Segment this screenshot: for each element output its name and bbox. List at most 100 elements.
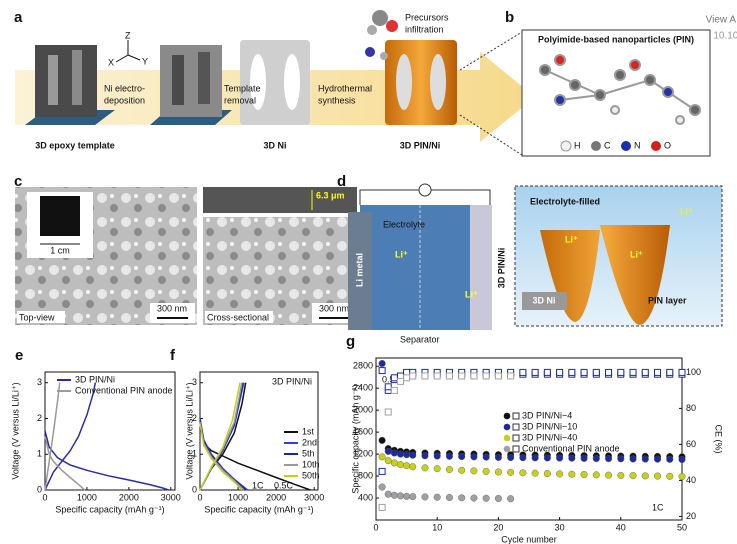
- axis-label: Z: [125, 30, 131, 40]
- capacity-marker: [482, 467, 490, 475]
- chart-title: 3D PIN/Ni: [272, 376, 312, 386]
- y2-tick-label: 40: [686, 475, 696, 485]
- ce-marker: [568, 368, 576, 376]
- atom-name: N: [634, 140, 641, 150]
- x-tick-label: 3000: [161, 492, 181, 502]
- capacity-marker: [519, 469, 527, 477]
- pin-structures: [540, 225, 670, 325]
- ce-marker: [378, 503, 386, 511]
- legend-label: 50th: [302, 470, 320, 480]
- step-label: synthesis: [318, 95, 356, 105]
- y2-axis-label: CE (%): [714, 425, 724, 454]
- label-box: [522, 292, 567, 310]
- legend-label: 2nd: [302, 437, 317, 447]
- legend-swatch: [503, 434, 511, 442]
- atom-key: [591, 141, 601, 151]
- x-tick-label: 0: [373, 522, 378, 532]
- y-tick-label: 2: [192, 413, 197, 423]
- y2-tick-label: 20: [686, 511, 696, 521]
- ce-marker: [470, 372, 478, 380]
- capacity-marker: [482, 494, 490, 502]
- legend-swatch: [512, 434, 520, 442]
- li-ion: Li⁺: [630, 249, 643, 259]
- legend-swatch: [512, 412, 520, 420]
- atom-key: [651, 141, 661, 151]
- ce-marker: [433, 372, 441, 380]
- capacity-marker: [433, 465, 441, 473]
- capacity-marker: [421, 464, 429, 472]
- panel-label: d: [337, 173, 346, 190]
- annotation: 1C: [252, 480, 264, 490]
- electrode-label: 3D PIN/Ni: [496, 248, 506, 289]
- legend-label: 3D PIN/Ni: [75, 374, 115, 384]
- panel-label: b: [505, 9, 514, 26]
- step-label: Ni electro-: [104, 83, 145, 93]
- ce-marker: [390, 386, 398, 394]
- capacity-marker: [433, 493, 441, 501]
- capacity-marker: [519, 454, 527, 462]
- x-tick-label: 30: [555, 522, 565, 532]
- y-tick-label: 0: [37, 484, 42, 494]
- capacity-marker: [507, 468, 515, 476]
- thickness-label: 6.3 μm: [316, 190, 345, 200]
- ce-marker: [378, 367, 386, 375]
- ce-marker: [666, 368, 674, 376]
- annotation: 0.5C: [274, 480, 294, 490]
- capacity-marker: [678, 473, 686, 481]
- y-tick-label: 3: [37, 377, 42, 387]
- panel-label: f: [170, 347, 176, 364]
- sem-cross-thin: [203, 187, 357, 213]
- ce-marker: [384, 383, 392, 391]
- capacity-marker: [421, 493, 429, 501]
- molecule-title: Polyimide-based nanoparticles (PIN): [538, 34, 694, 44]
- capacity-marker: [409, 451, 417, 459]
- legend-label: Conventional PIN anode: [522, 443, 620, 453]
- capacity-marker: [629, 472, 637, 480]
- capacity-marker: [390, 459, 398, 467]
- legend-label: 3D PIN/Ni−10: [522, 421, 577, 431]
- capacity-marker: [403, 492, 411, 500]
- capacity-marker: [482, 453, 490, 461]
- y-tick-label: 2: [37, 413, 42, 423]
- capacity-marker: [458, 494, 466, 502]
- separator-label: Separator: [400, 334, 440, 344]
- capacity-marker: [654, 455, 662, 463]
- y-axis-label: Voltage (V versus Li/Li⁺): [10, 382, 20, 479]
- series-line: [44, 382, 169, 491]
- y-tick-label: 1: [192, 449, 197, 459]
- y-tick-label: 2000: [353, 405, 373, 415]
- capacity-marker: [403, 462, 411, 470]
- y-tick-label: 3: [192, 377, 197, 387]
- capacity-marker: [641, 472, 649, 480]
- capacity-marker: [390, 491, 398, 499]
- ni-label: 3D Ni: [532, 295, 555, 305]
- step-label: infiltration: [405, 24, 444, 34]
- capacity-marker: [384, 447, 392, 455]
- zoom-line: [459, 114, 523, 156]
- capacity-marker: [592, 471, 600, 479]
- plot-frame: [375, 357, 683, 521]
- ce-marker: [494, 372, 502, 380]
- view-link[interactable]: View A: [706, 15, 737, 26]
- y-tick-label: 0: [192, 484, 197, 494]
- capacity-marker: [384, 457, 392, 465]
- legend-label: 10th: [302, 459, 320, 469]
- capacity-marker: [378, 453, 386, 461]
- y-axis-label: Voltage (V versus Li/Li⁺): [184, 382, 194, 479]
- y-tick-label: 800: [358, 470, 373, 480]
- y-tick-label: 400: [358, 492, 373, 502]
- series-line: [199, 382, 243, 491]
- capacity-marker: [458, 453, 466, 461]
- ce-marker: [654, 368, 662, 376]
- capacity-marker: [403, 451, 411, 459]
- step-label: Hydrothermal: [318, 83, 372, 93]
- atom-name: C: [604, 140, 611, 150]
- ce-marker: [507, 372, 515, 380]
- capacity-marker: [384, 490, 392, 498]
- legend-swatch: [512, 423, 520, 431]
- y-axis-label: Specific capacity (mAh g⁻¹): [350, 384, 360, 493]
- molecule-icon: [365, 10, 398, 60]
- y-tick-label: 1200: [353, 448, 373, 458]
- series-line: [44, 382, 86, 491]
- capacity-marker: [556, 454, 564, 462]
